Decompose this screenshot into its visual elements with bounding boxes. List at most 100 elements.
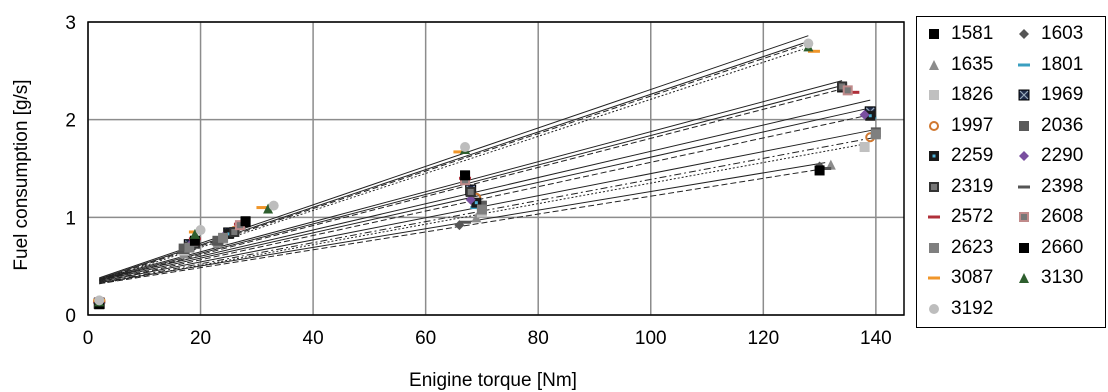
point-2398 [819,167,832,170]
point-3192 [803,38,814,49]
plot-frame [87,21,905,316]
point-2608 [842,85,853,96]
point-2623 [476,204,487,215]
legend-marker-icon [929,181,939,192]
point-3130 [263,203,274,214]
legend-marker-icon [928,276,940,280]
trendline [99,128,876,283]
legend-label: 2290 [1041,145,1084,166]
trendline [99,168,826,285]
legend-marker-icon [1019,273,1029,283]
point-2319 [465,186,476,197]
point-2290 [859,109,870,120]
legend-marker [1018,185,1030,188]
legend-marker-x [1019,90,1029,100]
y-tick-label: 1 [65,208,76,229]
legend-marker [929,242,939,253]
legend-marker-icon [1019,212,1029,222]
legend-marker [929,303,939,314]
point-2398 [177,250,190,254]
point-2623 [870,129,881,140]
legend-marker [1018,63,1030,66]
x-tick-label: 40 [303,328,324,349]
legend-marker-icon [928,215,940,219]
x-tick-label: 120 [747,328,779,349]
legend-item: 2319 [923,175,993,199]
legend-marker [1019,273,1029,283]
legend-marker-icon [929,29,939,39]
point-2319 [229,226,240,237]
legend-item: 2290 [1013,144,1083,168]
x-tick-label: 20 [190,328,211,349]
legend-marker-icon [1019,242,1029,253]
legend-marker-icon [1019,151,1029,161]
legend-label: 1826 [951,84,994,105]
legend-item: 1801 [1013,53,1083,77]
legend-item: 2623 [923,236,993,260]
legend-label: 3130 [1041,267,1084,288]
legend-item: 2608 [1013,205,1083,229]
trendline [99,107,871,282]
legend-marker [928,215,940,219]
point-3192 [195,225,206,236]
trendline [99,41,809,280]
y-tick-label: 0 [65,306,76,327]
point-1635 [471,212,482,223]
legend-label: 1581 [951,23,994,44]
point-2623 [184,242,195,253]
legend-label: 2319 [951,175,994,197]
legend-item: 1635 [923,53,993,77]
trendline [99,48,803,282]
chart-plot: 0 20 40 60 80 100 120 140 0 1 2 3 Enigine torque [… [11,13,905,391]
trendline [99,44,803,281]
point-2660 [814,165,825,176]
legend-label: 1635 [951,53,994,75]
legend-marker-icon [929,303,939,314]
legend-label: 3087 [951,267,994,288]
legend-label: 2259 [951,145,994,166]
legend-marker-dot [932,154,936,158]
legend-marker-icon [1019,120,1029,131]
point-2398 [459,220,472,224]
legend-label: 2660 [1041,236,1084,258]
legend-label: 2036 [1041,114,1084,136]
legend-marker [1019,242,1029,253]
point-3087 [256,206,269,210]
legend-item: 1826 [923,83,993,107]
legend-label: 1603 [1041,23,1084,44]
legend-item: 2572 [923,205,993,229]
data-markers [93,38,881,310]
point-3130 [189,228,200,239]
point-2259-dot [474,201,478,205]
legend-marker [929,181,939,192]
legend-marker-icon [1018,185,1030,188]
legend-item: 2036 [1013,114,1083,138]
legend-label: 1997 [951,114,994,136]
legend-marker [1019,120,1029,131]
point-1826 [859,142,870,153]
legend-item: 3130 [1013,266,1083,290]
x-tick-label: 0 [83,328,94,349]
y-tick-label: 2 [65,111,76,132]
x-tick-label: 80 [528,328,549,349]
legend-marker-icon [929,120,939,131]
grid-lines [87,21,904,316]
legend-marker [1019,151,1029,161]
legend-marker-icon [1018,63,1030,66]
trendline [99,114,871,283]
point-2259-dot [868,114,872,118]
point-2660 [240,216,251,227]
legend-item: 1581 [923,22,993,46]
point-2623 [218,232,229,243]
legend-marker [1019,212,1029,222]
point-3192 [94,295,105,306]
legend-marker-icon [929,151,939,161]
legend: 1581 1603 1635 1801 1826 1969 1997 2036 2259 2290… [916,16,1106,328]
legend-marker [928,276,940,280]
x-tick-label: 140 [860,328,892,349]
point-2036 [178,243,189,254]
legend-item: 1603 [1013,22,1083,46]
legend-marker [929,120,939,131]
legend-label: 2608 [1041,206,1084,227]
legend-label: 1969 [1041,84,1084,105]
